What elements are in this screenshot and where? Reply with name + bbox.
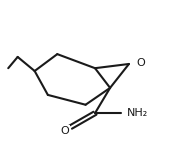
Text: NH₂: NH₂ (127, 108, 148, 118)
Text: O: O (136, 58, 145, 68)
Text: O: O (60, 126, 69, 136)
